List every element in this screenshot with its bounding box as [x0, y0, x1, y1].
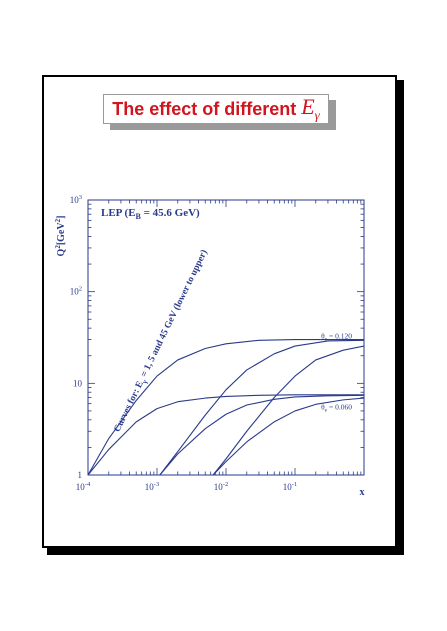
x-tick-label: 10-1 [283, 481, 297, 492]
title-symbol-sub: γ [314, 107, 320, 123]
x-tick-label: 10-4 [76, 481, 91, 492]
slide-frame [42, 75, 397, 548]
x-axis-label: x [360, 487, 365, 498]
curve-label: θe = 0.120 [321, 331, 352, 342]
series-line-3 [212, 345, 365, 476]
curve-label: θe = 0.060 [321, 402, 352, 413]
series-line-1 [87, 339, 364, 476]
chart-title: LEP (EB = 45.6 GeV) [101, 207, 200, 221]
series-line-2 [159, 339, 365, 476]
title-symbol-main: E [301, 94, 315, 120]
y-tick-label: 102 [70, 286, 82, 297]
y-tick-label: 103 [70, 194, 82, 205]
series-line-4 [87, 394, 364, 476]
title-text: The effect of different [112, 98, 297, 119]
slide-title: The effect of different Eγ [103, 94, 329, 124]
title-symbol: Eγ [301, 94, 320, 123]
y-tick-label: 1 [78, 470, 83, 480]
series-line-6 [212, 397, 365, 476]
x-tick-label: 10-3 [145, 481, 159, 492]
plot-area: 10-4 10-3 10-2 10-1 1 10 102 103 x Q2[GeV2] LEP (E… [54, 194, 365, 498]
series-line-5 [159, 394, 365, 476]
x-tick-label: 10-2 [214, 481, 228, 492]
y-axis-label: Q2[GeV2] [54, 216, 67, 257]
y-tick-label: 10 [73, 378, 83, 388]
